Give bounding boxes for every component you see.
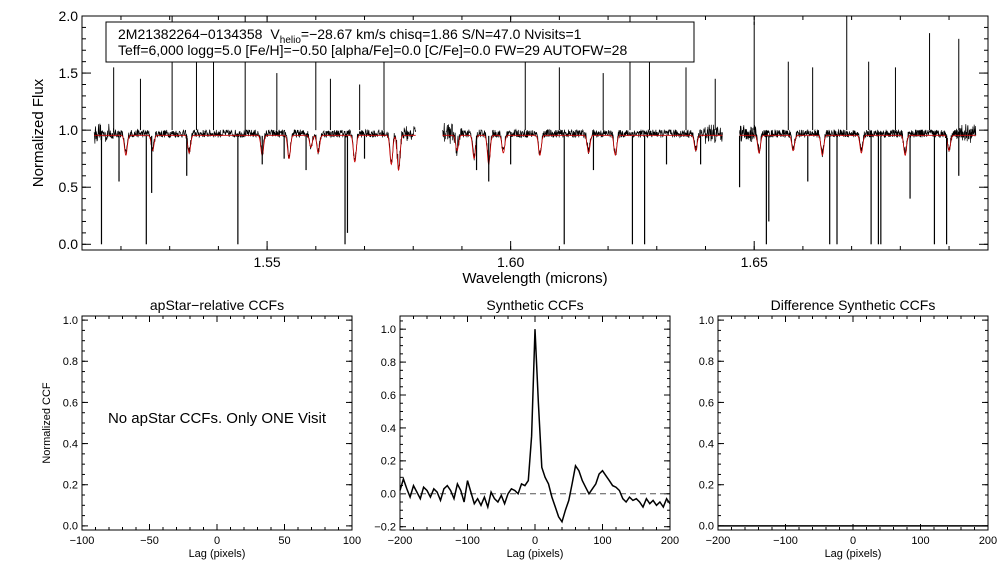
x-tick-label: 200 xyxy=(661,535,679,547)
y-tick-label: 0.6 xyxy=(381,390,396,402)
difference-ccf-xlabel: Lag (pixels) xyxy=(825,548,882,560)
x-tick-label: 100 xyxy=(911,535,929,547)
y-tick-label: 0.0 xyxy=(381,489,396,501)
model-spectrum-line xyxy=(94,134,976,171)
x-tick-label: −100 xyxy=(455,535,480,547)
y-tick-label: 0.0 xyxy=(59,236,79,252)
y-tick-label: 1.0 xyxy=(63,315,78,327)
apstar-ccf-annotation: No apStar CCFs. Only ONE Visit xyxy=(108,410,327,427)
apstar-ccf-ylabel: Normalized CCF xyxy=(41,382,53,464)
y-tick-label: 1.0 xyxy=(699,315,714,327)
observed-spectrum-line xyxy=(93,122,977,171)
spectrum-ylabel: Normalized Flux xyxy=(30,78,47,187)
x-tick-label: −100 xyxy=(773,535,798,547)
y-tick-label: 0.6 xyxy=(699,397,714,409)
x-tick-label: 50 xyxy=(278,535,290,547)
y-tick-label: 1.0 xyxy=(381,324,396,336)
x-tick-label: 200 xyxy=(979,535,997,547)
y-tick-label: 0.2 xyxy=(381,456,396,468)
x-tick-label: −200 xyxy=(706,535,731,547)
info-rest: =−28.67 km/s chisq=1.86 S/N=47.0 Nvisits… xyxy=(301,26,582,42)
x-tick-label: 0 xyxy=(532,535,538,547)
y-tick-label: 0.0 xyxy=(699,521,714,533)
apstar-ccf-xlabel: Lag (pixels) xyxy=(189,548,246,560)
y-tick-label: 0.6 xyxy=(63,397,78,409)
spectrum-info-line2: Teff=6,000 logg=5.0 [Fe/H]=−0.50 [alpha/… xyxy=(118,42,627,58)
difference-ccf-ticks: −200 −100 0 100 200 0.0 0.2 0.4 0.6 0.8 1.0 xyxy=(699,315,997,547)
y-tick-label: 0.8 xyxy=(699,356,714,368)
y-tick-label: 2.0 xyxy=(59,8,79,24)
apstar-ccf-panel: −100 −50 0 50 100 0.0 0.2 0.4 0.6 0.8 1.0 apStar−r… xyxy=(41,297,361,560)
x-tick-label: 1.65 xyxy=(741,254,768,270)
info-v-symbol: V xyxy=(270,26,280,42)
x-tick-label: 1.55 xyxy=(253,254,280,270)
y-tick-label: 1.5 xyxy=(59,65,79,81)
spectrum-ticks: 1.55 1.60 1.65 0.0 0.5 1.0 1.5 2.0 xyxy=(59,8,988,270)
synthetic-ccf-ticks: −200 −100 0 100 200 −0.2 0.0 0.2 0.4 0.6 0.8 1.0 xyxy=(374,316,679,547)
synthetic-ccf-panel: −200 −100 0 100 200 −0.2 0.0 0.2 0.4 0.6 0.8 1.0 Sy… xyxy=(374,297,679,560)
x-tick-label: 100 xyxy=(593,535,611,547)
apstar-ccf-ticks: −100 −50 0 50 100 0.0 0.2 0.4 0.6 0.8 1.0 xyxy=(63,315,361,547)
spectrum-panel: 1.55 1.60 1.65 0.0 0.5 1.0 1.5 2.0 2M21382264−0… xyxy=(30,8,989,287)
y-tick-label: 0.4 xyxy=(63,438,78,450)
info-v-subscript: helio xyxy=(280,35,302,46)
y-tick-label: 0.5 xyxy=(59,179,79,195)
y-tick-label: 1.0 xyxy=(59,122,79,138)
spectrum-plot-area xyxy=(81,15,989,251)
spectrum-info-box xyxy=(105,21,695,63)
synthetic-ccf-title: Synthetic CCFs xyxy=(486,297,583,313)
synthetic-ccf-line xyxy=(399,329,671,524)
difference-ccf-panel: −200 −100 0 100 200 0.0 0.2 0.4 0.6 0.8 1.0 Differ… xyxy=(699,297,997,560)
difference-ccf-plot-area xyxy=(717,315,989,531)
y-tick-label: 0.2 xyxy=(63,480,78,492)
spectrum-info-line1: 2M21382264−0134358 Vhelio=−28.67 km/s chi… xyxy=(118,26,582,46)
x-tick-label: 0 xyxy=(214,535,220,547)
x-tick-label: −200 xyxy=(388,535,413,547)
y-tick-label: −0.2 xyxy=(374,522,396,534)
difference-ccf-title: Difference Synthetic CCFs xyxy=(771,297,936,313)
spectrum-xlabel: Wavelength (microns) xyxy=(462,270,607,287)
x-tick-label: −50 xyxy=(140,535,159,547)
y-tick-label: 0.2 xyxy=(699,480,714,492)
y-tick-label: 0.8 xyxy=(381,357,396,369)
x-tick-label: 0 xyxy=(850,535,856,547)
synthetic-ccf-xlabel: Lag (pixels) xyxy=(507,548,564,560)
y-tick-label: 0.4 xyxy=(699,438,714,450)
apstar-ccf-title: apStar−relative CCFs xyxy=(150,297,284,313)
x-tick-label: 100 xyxy=(343,535,361,547)
y-tick-label: 0.0 xyxy=(63,521,78,533)
y-tick-label: 0.8 xyxy=(63,356,78,368)
x-tick-label: 1.60 xyxy=(497,254,524,270)
info-star-id: 2M21382264−0134358 xyxy=(118,26,263,42)
x-tick-label: −100 xyxy=(70,535,95,547)
y-tick-label: 0.4 xyxy=(381,423,396,435)
